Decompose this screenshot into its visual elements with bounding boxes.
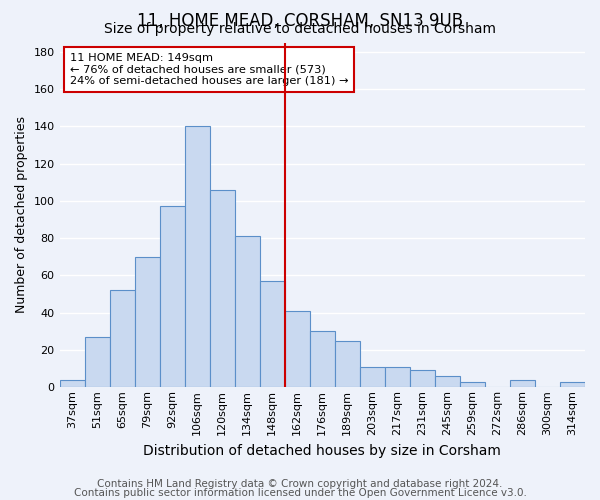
X-axis label: Distribution of detached houses by size in Corsham: Distribution of detached houses by size … [143,444,501,458]
Bar [85,337,110,388]
Bar [209,190,235,388]
Text: Contains public sector information licensed under the Open Government Licence v3: Contains public sector information licen… [74,488,526,498]
Y-axis label: Number of detached properties: Number of detached properties [15,116,28,314]
Bar [385,367,410,388]
Bar [310,332,335,388]
Bar [335,340,360,388]
Text: 11, HOME MEAD, CORSHAM, SN13 9UB: 11, HOME MEAD, CORSHAM, SN13 9UB [137,12,463,30]
Bar [260,281,285,388]
Bar [360,367,385,388]
Bar [435,376,460,388]
Bar [410,370,435,388]
Text: Contains HM Land Registry data © Crown copyright and database right 2024.: Contains HM Land Registry data © Crown c… [97,479,503,489]
Bar [510,380,535,388]
Bar [110,290,134,388]
Bar [560,382,585,388]
Bar [160,206,185,388]
Text: 11 HOME MEAD: 149sqm
← 76% of detached houses are smaller (573)
24% of semi-deta: 11 HOME MEAD: 149sqm ← 76% of detached h… [70,53,349,86]
Bar [235,236,260,388]
Bar [460,382,485,388]
Bar [285,311,310,388]
Bar [185,126,209,388]
Bar [59,380,85,388]
Bar [134,257,160,388]
Text: Size of property relative to detached houses in Corsham: Size of property relative to detached ho… [104,22,496,36]
